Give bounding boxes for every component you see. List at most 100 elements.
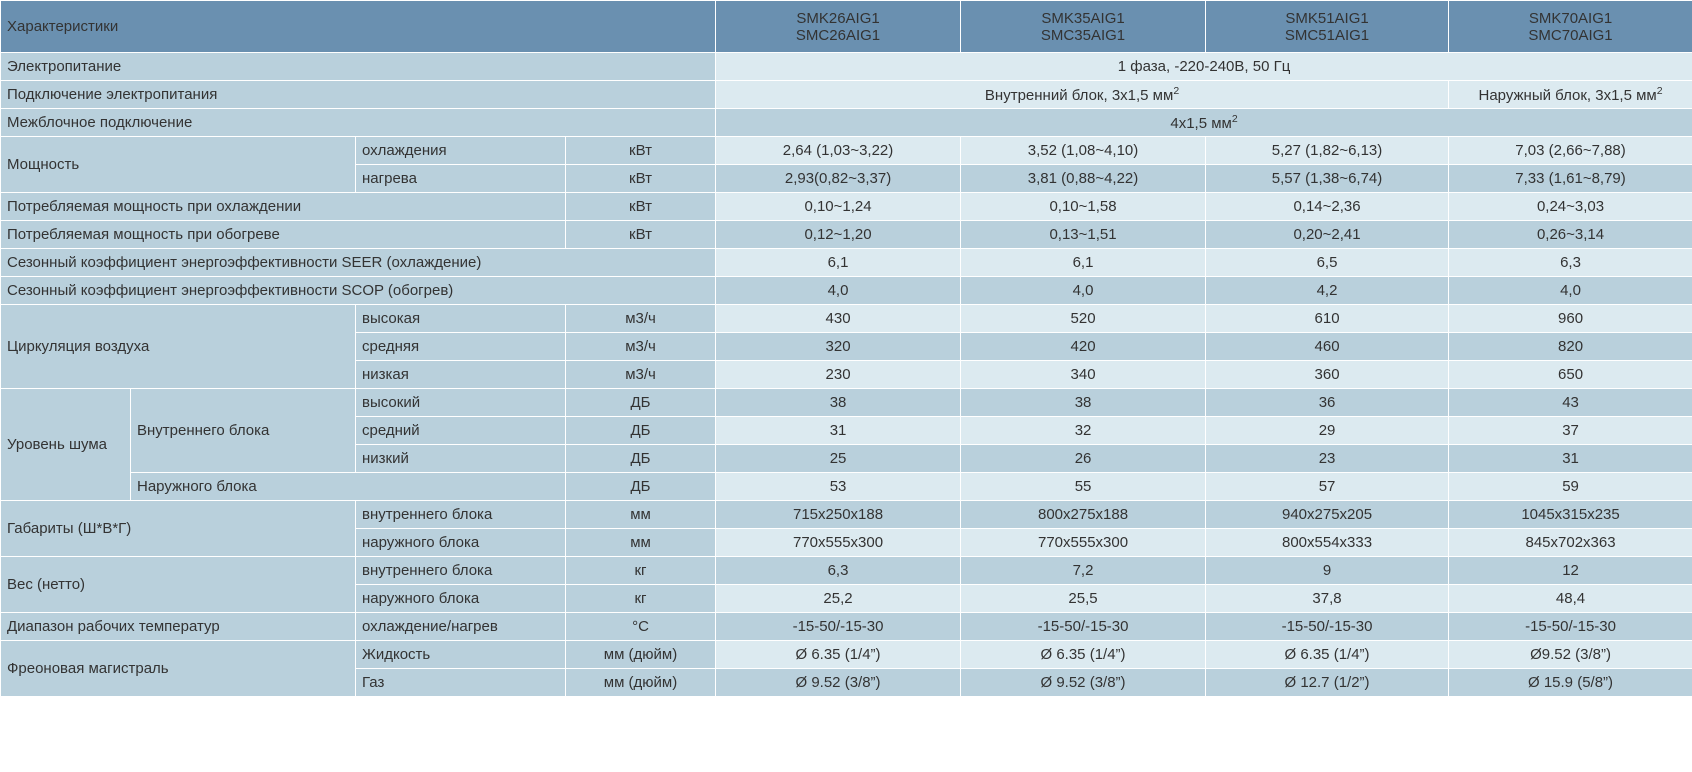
- model-col-0: SMK26AIG1SMC26AIG1: [716, 1, 961, 53]
- pipe-liq-unit: мм (дюйм): [566, 641, 716, 669]
- row-seer: Сезонный коэффициент энергоэффективности…: [1, 249, 1692, 277]
- optemp-v0: -15-50/-15-30: [716, 613, 961, 641]
- scop-v3: 4,0: [1449, 277, 1692, 305]
- airflow-high-v0: 430: [716, 305, 961, 333]
- pcons-cool-unit: кВт: [566, 193, 716, 221]
- airflow-med-v2: 460: [1206, 333, 1449, 361]
- dims-out-label: наружного блока: [356, 529, 566, 557]
- pipe-label: Фреоновая магистраль: [1, 641, 356, 697]
- seer-v1: 6,1: [961, 249, 1206, 277]
- noise-in-med-unit: ДБ: [566, 417, 716, 445]
- noise-in-high-v3: 43: [1449, 389, 1692, 417]
- capacity-cool-v2: 5,27 (1,82~6,13): [1206, 137, 1449, 165]
- capacity-heat-v2: 5,57 (1,38~6,74): [1206, 165, 1449, 193]
- airflow-low-v0: 230: [716, 361, 961, 389]
- pipe-gas-unit: мм (дюйм): [566, 669, 716, 697]
- pcons-cool-v0: 0,10~1,24: [716, 193, 961, 221]
- airflow-low-v2: 360: [1206, 361, 1449, 389]
- scop-v2: 4,2: [1206, 277, 1449, 305]
- row-airflow-high: Циркуляция воздуха высокая м3/ч 430 520 …: [1, 305, 1692, 333]
- scop-v0: 4,0: [716, 277, 961, 305]
- capacity-cool-v1: 3,52 (1,08~4,10): [961, 137, 1206, 165]
- dims-in-v3: 1045х315х235: [1449, 501, 1692, 529]
- header-row: Характеристики SMK26AIG1SMC26AIG1 SMK35A…: [1, 1, 1692, 53]
- row-noise-in-high: Уровень шума Внутреннего блока высокий Д…: [1, 389, 1692, 417]
- optemp-v3: -15-50/-15-30: [1449, 613, 1692, 641]
- interblock-value: 4х1,5 мм2: [716, 109, 1692, 137]
- capacity-cool-unit: кВт: [566, 137, 716, 165]
- dims-out-v3: 845х702х363: [1449, 529, 1692, 557]
- pcons-heat-v3: 0,26~3,14: [1449, 221, 1692, 249]
- row-pipe-liq: Фреоновая магистраль Жидкость мм (дюйм) …: [1, 641, 1692, 669]
- weight-out-v0: 25,2: [716, 585, 961, 613]
- airflow-low-label: низкая: [356, 361, 566, 389]
- model-col-3: SMK70AIG1SMC70AIG1: [1449, 1, 1692, 53]
- pipe-gas-v2: Ø 12.7 (1/2”): [1206, 669, 1449, 697]
- airflow-med-label: средняя: [356, 333, 566, 361]
- pcons-heat-label: Потребляемая мощность при обогреве: [1, 221, 566, 249]
- dims-out-v2: 800х554х333: [1206, 529, 1449, 557]
- power-conn-v-left: Внутренний блок, 3х1,5 мм2: [716, 81, 1449, 109]
- dims-in-v2: 940х275х205: [1206, 501, 1449, 529]
- airflow-low-v1: 340: [961, 361, 1206, 389]
- noise-out-v1: 55: [961, 473, 1206, 501]
- row-capacity-cool: Мощность охлаждения кВт 2,64 (1,03~3,22)…: [1, 137, 1692, 165]
- noise-out-v0: 53: [716, 473, 961, 501]
- pipe-gas-v3: Ø 15.9 (5/8”): [1449, 669, 1692, 697]
- weight-in-label: внутреннего блока: [356, 557, 566, 585]
- pcons-heat-v1: 0,13~1,51: [961, 221, 1206, 249]
- row-optemp: Диапазон рабочих температур охлаждение/н…: [1, 613, 1692, 641]
- capacity-cool-v0: 2,64 (1,03~3,22): [716, 137, 961, 165]
- row-power-supply: Электропитание 1 фаза, -220-240В, 50 Гц: [1, 53, 1692, 81]
- noise-in-high-v1: 38: [961, 389, 1206, 417]
- dims-in-unit: мм: [566, 501, 716, 529]
- dims-in-v0: 715х250х188: [716, 501, 961, 529]
- capacity-label: Мощность: [1, 137, 356, 193]
- row-power-conn: Подключение электропитания Внутренний бл…: [1, 81, 1692, 109]
- pipe-liq-v0: Ø 6.35 (1/4”): [716, 641, 961, 669]
- model-0-l1: SMK26AIG1: [796, 10, 879, 27]
- dims-out-v1: 770х555х300: [961, 529, 1206, 557]
- pipe-liq-v3: Ø9.52 (3/8”): [1449, 641, 1692, 669]
- dims-out-v0: 770х555х300: [716, 529, 961, 557]
- noise-in-high-unit: ДБ: [566, 389, 716, 417]
- model-1-l1: SMK35AIG1: [1041, 10, 1124, 27]
- noise-in-med-v0: 31: [716, 417, 961, 445]
- noise-out-v3: 59: [1449, 473, 1692, 501]
- capacity-heat-v1: 3,81 (0,88~4,22): [961, 165, 1206, 193]
- airflow-high-v1: 520: [961, 305, 1206, 333]
- row-dims-in: Габариты (Ш*В*Г) внутреннего блока мм 71…: [1, 501, 1692, 529]
- noise-label: Уровень шума: [1, 389, 131, 501]
- weight-out-v1: 25,5: [961, 585, 1206, 613]
- weight-in-v3: 12: [1449, 557, 1692, 585]
- model-col-1: SMK35AIG1SMC35AIG1: [961, 1, 1206, 53]
- weight-in-v0: 6,3: [716, 557, 961, 585]
- airflow-med-v0: 320: [716, 333, 961, 361]
- row-noise-out: Наружного блока ДБ 53 55 57 59: [1, 473, 1692, 501]
- pipe-liq-label: Жидкость: [356, 641, 566, 669]
- dims-out-unit: мм: [566, 529, 716, 557]
- pcons-heat-v0: 0,12~1,20: [716, 221, 961, 249]
- power-conn-v-right: Наружный блок, 3х1,5 мм2: [1449, 81, 1692, 109]
- interblock-label: Межблочное подключение: [1, 109, 716, 137]
- scop-label: Сезонный коэффициент энергоэффективности…: [1, 277, 716, 305]
- pipe-gas-label: Газ: [356, 669, 566, 697]
- noise-in-high-v2: 36: [1206, 389, 1449, 417]
- weight-in-v1: 7,2: [961, 557, 1206, 585]
- airflow-low-v3: 650: [1449, 361, 1692, 389]
- airflow-high-v3: 960: [1449, 305, 1692, 333]
- capacity-cool-v3: 7,03 (2,66~7,88): [1449, 137, 1692, 165]
- row-interblock: Межблочное подключение 4х1,5 мм2: [1, 109, 1692, 137]
- airflow-med-unit: м3/ч: [566, 333, 716, 361]
- optemp-label: Диапазон рабочих температур: [1, 613, 356, 641]
- row-weight-in: Вес (нетто) внутреннего блока кг 6,3 7,2…: [1, 557, 1692, 585]
- noise-in-low-v3: 31: [1449, 445, 1692, 473]
- pcons-cool-v2: 0,14~2,36: [1206, 193, 1449, 221]
- weight-in-v2: 9: [1206, 557, 1449, 585]
- noise-in-high-v0: 38: [716, 389, 961, 417]
- optemp-sub: охлаждение/нагрев: [356, 613, 566, 641]
- pcons-cool-v1: 0,10~1,58: [961, 193, 1206, 221]
- airflow-high-label: высокая: [356, 305, 566, 333]
- capacity-cool-label: охлаждения: [356, 137, 566, 165]
- model-3-l2: SMC70AIG1: [1455, 27, 1686, 44]
